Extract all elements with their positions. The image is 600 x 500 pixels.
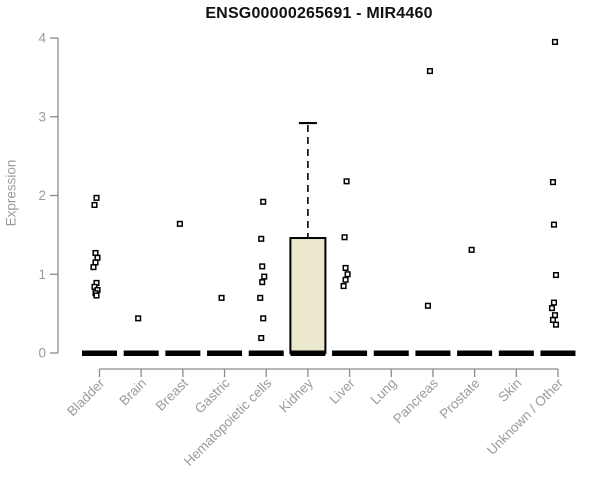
data-point: [468, 246, 475, 253]
median-bar: [498, 350, 534, 356]
data-point: [91, 201, 98, 208]
x-category-label: Bladder: [64, 375, 108, 419]
data-point: [176, 220, 183, 227]
x-category-label: Skin: [495, 376, 524, 405]
y-tick-label: 2: [38, 188, 46, 203]
data-point: [550, 299, 558, 306]
x-category-label: Prostate: [437, 376, 483, 422]
data-point: [549, 316, 557, 323]
data-point: [260, 315, 267, 322]
data-point: [90, 264, 97, 271]
box-iqr: [289, 237, 327, 354]
median-bar: [290, 350, 326, 356]
data-point: [94, 254, 101, 261]
data-point: [552, 321, 560, 328]
data-point: [260, 198, 267, 205]
x-category-label: Liver: [326, 375, 358, 407]
x-category-label: Brain: [116, 376, 149, 409]
data-point: [92, 259, 99, 266]
y-tick-label: 4: [38, 31, 46, 46]
data-point: [258, 334, 265, 342]
data-point: [343, 178, 350, 185]
data-point: [261, 273, 268, 280]
data-point: [218, 294, 225, 301]
data-point: [340, 283, 347, 290]
median-bar: [207, 350, 243, 356]
median-bar: [540, 350, 576, 356]
chart-title: ENSG00000265691 - MIR4460: [205, 5, 433, 22]
data-point: [424, 302, 431, 309]
data-point: [549, 179, 557, 186]
data-point: [342, 276, 349, 283]
median-bar: [457, 350, 493, 356]
data-point: [344, 271, 351, 278]
x-category-label: Kidney: [276, 375, 316, 415]
data-point: [93, 292, 100, 299]
data-point: [259, 263, 266, 270]
data-point: [548, 305, 556, 312]
median-bar: [82, 350, 117, 356]
data-point: [552, 271, 560, 279]
data-point: [92, 249, 99, 257]
x-category-label: Unknown / Other: [484, 375, 567, 458]
median-bar: [415, 350, 451, 356]
data-point: [551, 312, 559, 319]
y-tick-label: 0: [38, 346, 46, 361]
median-bar: [332, 350, 368, 356]
x-category-label: Breast: [153, 375, 191, 413]
data-point: [551, 38, 559, 45]
median-bar: [165, 350, 201, 356]
median-bar: [123, 350, 159, 356]
data-point: [341, 234, 348, 241]
data-point: [257, 294, 264, 301]
data-point: [93, 194, 100, 201]
x-category-label: Pancreas: [390, 375, 441, 426]
data-point: [550, 221, 558, 228]
y-axis-title: Expression: [3, 159, 19, 227]
data-point: [342, 264, 349, 271]
median-bar: [373, 350, 409, 356]
y-tick-label: 3: [38, 109, 46, 124]
data-point: [426, 68, 433, 75]
median-bar: [248, 350, 284, 356]
data-point: [258, 235, 265, 242]
y-tick-label: 1: [38, 267, 46, 282]
data-point: [135, 315, 142, 322]
data-point: [259, 279, 266, 286]
x-category-label: Lung: [368, 376, 400, 408]
x-category-label: Gastric: [192, 375, 233, 416]
